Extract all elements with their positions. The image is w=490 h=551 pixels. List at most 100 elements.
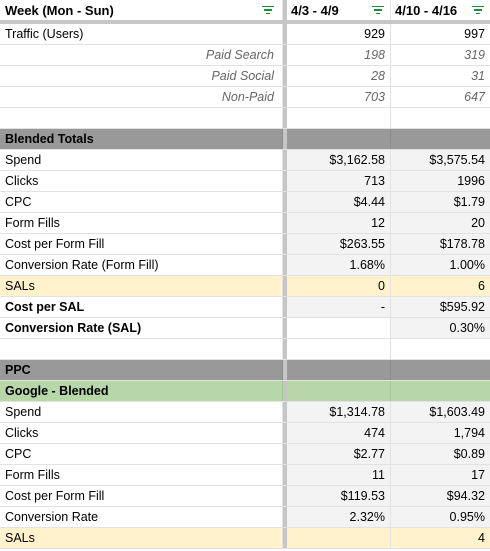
section-title[interactable]: Blended Totals [0, 129, 283, 149]
table-row: Conversion Rate (SAL) 0.30% [0, 318, 490, 339]
row-label[interactable]: CPC [0, 444, 283, 464]
value-cell-col1[interactable]: 12 [287, 213, 391, 233]
row-label[interactable]: Conversion Rate (SAL) [0, 318, 283, 338]
value-cell-col2[interactable]: 20 [391, 213, 490, 233]
table-row: CPC $2.77 $0.89 [0, 444, 490, 465]
value-cell-col2[interactable]: 6 [391, 276, 490, 296]
row-label[interactable]: Spend [0, 150, 283, 170]
value-cell-col1[interactable]: - [287, 297, 391, 317]
value-cell-col2[interactable]: 17 [391, 465, 490, 485]
value-cell-col1[interactable]: $1,314.78 [287, 402, 391, 422]
value-cell-col2[interactable] [391, 360, 490, 380]
value-cell-col2[interactable]: $1.79 [391, 192, 490, 212]
value-cell-col1[interactable]: $3,162.58 [287, 150, 391, 170]
value-cell-col1[interactable] [287, 129, 391, 149]
row-label[interactable] [0, 339, 283, 359]
subsection-title[interactable]: Google - Blended [0, 381, 283, 401]
value-cell-col2[interactable]: 997 [464, 27, 485, 41]
row-label[interactable]: Spend [0, 402, 283, 422]
value-cell-col2[interactable]: $3,575.54 [391, 150, 490, 170]
value-cell-col1[interactable]: $2.77 [287, 444, 391, 464]
row-label[interactable]: Conversion Rate [0, 507, 283, 527]
value-cell-col2[interactable] [391, 381, 490, 401]
value-cell-col2[interactable]: 1.00% [391, 255, 490, 275]
value-cell-col1[interactable] [287, 108, 391, 128]
header-week-cell[interactable]: Week (Mon - Sun) [0, 0, 283, 20]
row-label[interactable]: Cost per Form Fill [0, 234, 283, 254]
value-cell-col1[interactable]: 474 [287, 423, 391, 443]
value-cell-col1[interactable] [287, 318, 391, 338]
value-cell-col2[interactable]: $595.92 [391, 297, 490, 317]
section-title[interactable]: PPC [0, 360, 283, 380]
row-label[interactable]: Non-Paid [0, 87, 283, 107]
value-cell-col2[interactable]: 1,794 [391, 423, 490, 443]
value-cell-col1[interactable] [287, 339, 391, 359]
row-label[interactable]: Clicks [0, 171, 283, 191]
value-cell-col2[interactable]: 647 [464, 90, 485, 104]
value-cell-col2[interactable]: $1,603.49 [391, 402, 490, 422]
value-cell-col1[interactable]: 2.32% [287, 507, 391, 527]
frozen-divider [283, 24, 287, 44]
table-row: Spend $1,314.78 $1,603.49 [0, 402, 490, 423]
value-cell-col1[interactable]: 11 [287, 465, 391, 485]
table-row: SALs 4 [0, 528, 490, 549]
value-cell-col1[interactable] [287, 381, 391, 401]
row-label[interactable]: SALs [0, 276, 283, 296]
value-cell-col1[interactable]: 703 [287, 87, 391, 107]
row-label[interactable] [0, 108, 283, 128]
value-cell-col1[interactable]: 713 [287, 171, 391, 191]
value-cell-col2[interactable] [391, 129, 490, 149]
value-cell-col1[interactable]: 198 [287, 45, 391, 65]
row-label[interactable]: CPC [0, 192, 283, 212]
value-cell-col2[interactable]: $94.32 [391, 486, 490, 506]
value-cell-col1[interactable]: 28 [287, 66, 391, 86]
value-cell-col1[interactable] [287, 528, 391, 548]
row-label[interactable]: Traffic (Users) [0, 24, 283, 44]
row-label[interactable]: Conversion Rate (Form Fill) [0, 255, 283, 275]
value-cell-col1[interactable]: 929 [287, 24, 391, 44]
table-row: Form Fills 11 17 [0, 465, 490, 486]
value-cell-col1[interactable]: $4.44 [287, 192, 391, 212]
value-cell-col2[interactable]: 31 [471, 69, 485, 83]
frozen-divider [283, 423, 287, 443]
value-cell-col1[interactable]: $119.53 [287, 486, 391, 506]
filter-icon[interactable] [372, 5, 384, 15]
row-label[interactable]: Form Fills [0, 213, 283, 233]
header-col2-label: 4/10 - 4/16 [395, 2, 458, 18]
row-label[interactable]: SALs [0, 528, 283, 548]
value-cell-col1[interactable] [287, 360, 391, 380]
header-col2-cell[interactable]: 4/10 - 4/16 [391, 0, 490, 20]
row-label[interactable]: Form Fills [0, 465, 283, 485]
row-label[interactable]: Clicks [0, 423, 283, 443]
value-cell-col2[interactable]: 1996 [391, 171, 490, 191]
value-cell-col2[interactable] [391, 108, 490, 128]
row-label[interactable]: Paid Search [0, 45, 283, 65]
header-col1-cell[interactable]: 4/3 - 4/9 [287, 0, 391, 20]
table-row: Spend $3,162.58 $3,575.54 [0, 150, 490, 171]
value-cell-col2[interactable]: 319 [464, 48, 485, 62]
table-row: Non-Paid 703 647 [0, 87, 490, 108]
value-cell-col2[interactable] [391, 339, 490, 359]
row-label[interactable]: Cost per Form Fill [0, 486, 283, 506]
row-label[interactable]: Cost per SAL [0, 297, 283, 317]
value-cell-col2[interactable]: 0.30% [391, 318, 490, 338]
value-cell-col2[interactable]: $178.78 [391, 234, 490, 254]
filter-icon[interactable] [472, 5, 484, 15]
row-label[interactable]: Paid Social [0, 66, 283, 86]
table-row: Paid Search 198 319 [0, 45, 490, 66]
filter-icon[interactable] [262, 5, 274, 15]
value-cell-col1[interactable]: 0 [287, 276, 391, 296]
value-cell-col1[interactable]: 1.68% [287, 255, 391, 275]
frozen-divider [283, 213, 287, 233]
frozen-divider [283, 255, 287, 275]
value-cell-col1[interactable]: $263.55 [287, 234, 391, 254]
frozen-divider[interactable] [283, 0, 287, 20]
frozen-divider [283, 276, 287, 296]
value-cell-col2[interactable]: $0.89 [391, 444, 490, 464]
frozen-divider [283, 297, 287, 317]
table-row: CPC $4.44 $1.79 [0, 192, 490, 213]
table-row: Traffic (Users) 929 997 [0, 24, 490, 45]
value-cell-col2[interactable]: 4 [391, 528, 490, 548]
value-cell-col2[interactable]: 0.95% [391, 507, 490, 527]
